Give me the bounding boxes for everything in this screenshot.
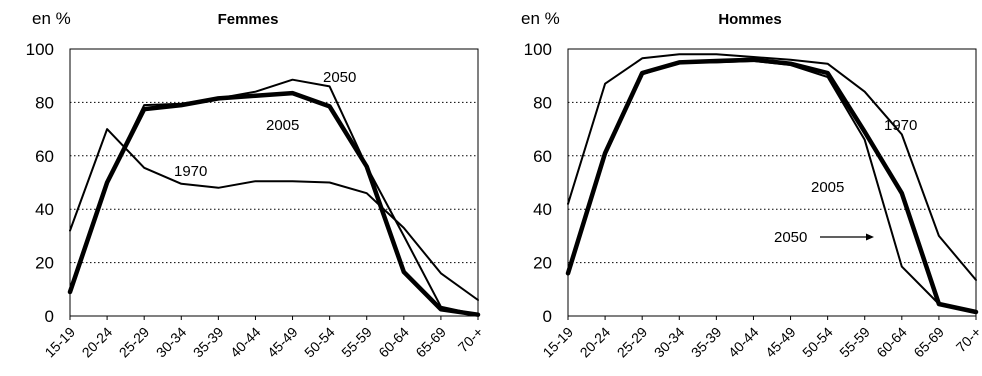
x-tick-label: 30-34: [651, 324, 688, 361]
series-line-1970: [567, 53, 977, 281]
x-tick-label: 65-69: [910, 324, 947, 361]
y-tick-label: 60: [533, 147, 552, 166]
x-tick-label: 60-64: [873, 324, 910, 361]
x-tick-label: 35-39: [190, 324, 227, 361]
panel-title: Femmes: [218, 11, 279, 28]
series-annotation: 1970: [884, 117, 917, 134]
x-tick-label: 30-34: [153, 324, 190, 361]
x-tick-label: 15-19: [41, 324, 78, 361]
series-annotation: 1970: [174, 163, 207, 180]
x-tick-label: 45-49: [264, 324, 301, 361]
series-line-2050: [69, 78, 479, 316]
y-tick-label: 0: [543, 307, 552, 326]
y-tick-label: 100: [524, 40, 552, 59]
x-tick-label: 50-54: [301, 324, 338, 361]
x-tick-label: 25-29: [614, 324, 651, 361]
x-tick-label: 35-39: [688, 324, 725, 361]
chart-panel-femmes: en % Femmes 0 20 40 60 80 100 15-19 20-24 25-29 30-…: [26, 9, 486, 360]
y-tick-label: 80: [35, 93, 54, 112]
y-axis-unit-label: en %: [32, 9, 71, 28]
x-tick-label: 20-24: [79, 324, 116, 361]
series-annotation: 2005: [266, 117, 299, 134]
x-tick-label: 20-24: [577, 324, 614, 361]
series-line-1970: [69, 128, 479, 301]
annotation-arrow-head: [866, 233, 874, 241]
x-tick-label: 50-54: [799, 324, 836, 361]
series-line-2050: [567, 60, 977, 313]
y-tick-label: 100: [26, 40, 54, 59]
y-tick-label: 20: [533, 254, 552, 273]
x-tick-label: 70-+: [953, 324, 982, 355]
x-tick-label: 15-19: [539, 324, 576, 361]
plot-frame: [567, 48, 977, 317]
x-tick-label: 40-44: [725, 324, 762, 361]
x-tick-label: 65-69: [412, 324, 449, 361]
y-tick-label: 20: [35, 254, 54, 273]
x-tick-label: 55-59: [338, 324, 375, 361]
plot-frame: [69, 48, 479, 317]
x-tick-label: 45-49: [762, 324, 799, 361]
x-tick-label: 55-59: [836, 324, 873, 361]
y-axis-unit-label: en %: [521, 9, 560, 28]
y-tick-label: 0: [45, 307, 54, 326]
x-tick-label: 70-+: [455, 324, 486, 355]
chart-panel-hommes: en % Hommes 0 20 40 60 80 100 15-19 20-24 25-29 30-…: [521, 9, 982, 360]
series-annotation: 2050: [323, 69, 356, 86]
y-tick-label: 40: [35, 200, 54, 219]
series-line-2005: [565, 57, 979, 315]
y-tick-label: 40: [533, 200, 552, 219]
y-tick-label: 80: [533, 93, 552, 112]
x-tick-label: 40-44: [227, 324, 264, 361]
x-tick-label: 60-64: [375, 324, 412, 361]
series-line-2005: [67, 90, 481, 317]
x-tick-label: 25-29: [116, 324, 153, 361]
series-annotation: 2050: [774, 229, 807, 246]
series-annotation: 2005: [811, 179, 844, 196]
y-tick-label: 60: [35, 147, 54, 166]
panel-title: Hommes: [718, 11, 781, 28]
